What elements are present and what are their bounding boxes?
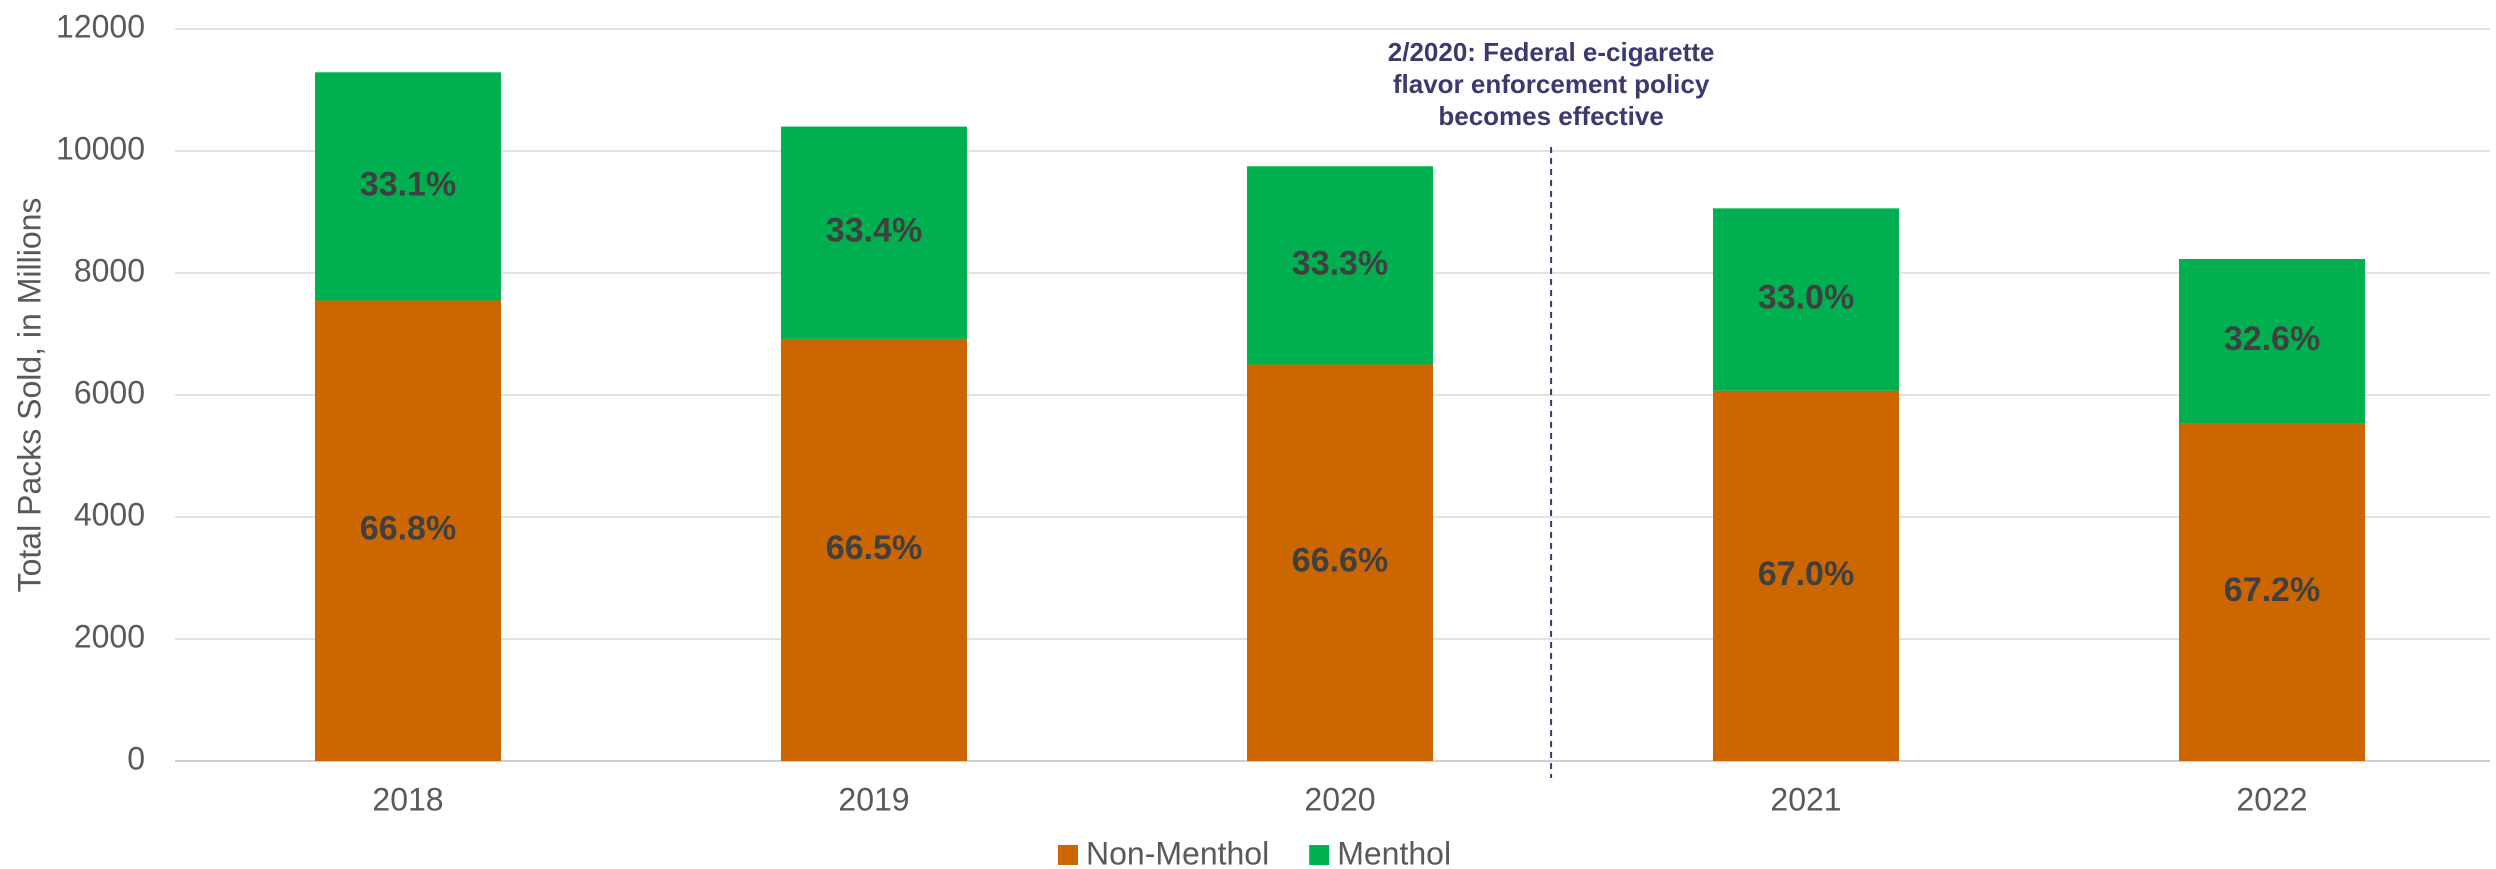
bar-segment <box>1713 208 1899 391</box>
bar-label: 33.1% <box>360 165 456 203</box>
bar-segment <box>315 300 501 761</box>
bar-label: 33.4% <box>826 212 922 250</box>
bar-segment <box>781 338 967 761</box>
bar-segment <box>315 72 501 301</box>
y-tick-label: 4000 <box>74 496 145 532</box>
y-tick-label: 12000 <box>56 8 145 44</box>
y-tick-label: 0 <box>127 740 145 776</box>
annotation: flavor enforcement policy <box>1393 69 1710 99</box>
bar-label: 66.5% <box>826 529 922 567</box>
bar-segment <box>781 126 967 339</box>
x-tick-label: 2019 <box>838 781 909 817</box>
legend-label: Menthol <box>1337 835 1451 869</box>
bar-segment <box>1713 390 1899 761</box>
y-tick-label: 8000 <box>74 252 145 288</box>
annotation: 2/2020: Federal e-cigarette <box>1388 37 1715 67</box>
y-tick-label: 2000 <box>74 618 145 654</box>
x-tick-label: 2018 <box>372 781 443 817</box>
y-tick-label: 6000 <box>74 374 145 410</box>
y-tick-label: 10000 <box>56 130 145 166</box>
bar-segment <box>2179 423 2365 761</box>
bar-label: 33.3% <box>1292 244 1388 282</box>
bar-segment <box>2179 258 2365 424</box>
x-tick-label: 2021 <box>1770 781 1841 817</box>
annotation: becomes effective <box>1438 101 1663 131</box>
bar-label: 32.6% <box>2224 320 2320 358</box>
y-axis-title: Total Packs Sold, in Millions <box>11 198 47 593</box>
bar-label: 67.2% <box>2224 571 2320 609</box>
legend-swatch <box>1058 845 1078 865</box>
legend-label: Non-Menthol <box>1086 835 1269 869</box>
bar-label: 66.6% <box>1292 542 1388 580</box>
x-tick-label: 2020 <box>1304 781 1375 817</box>
x-tick-label: 2022 <box>2236 781 2307 817</box>
bar-label: 66.8% <box>360 510 456 548</box>
bar-label: 33.0% <box>1758 279 1854 317</box>
bar-segment <box>1247 166 1433 365</box>
legend-swatch <box>1309 845 1330 865</box>
bar-segment <box>1247 364 1433 761</box>
bar-label: 67.0% <box>1758 555 1854 593</box>
